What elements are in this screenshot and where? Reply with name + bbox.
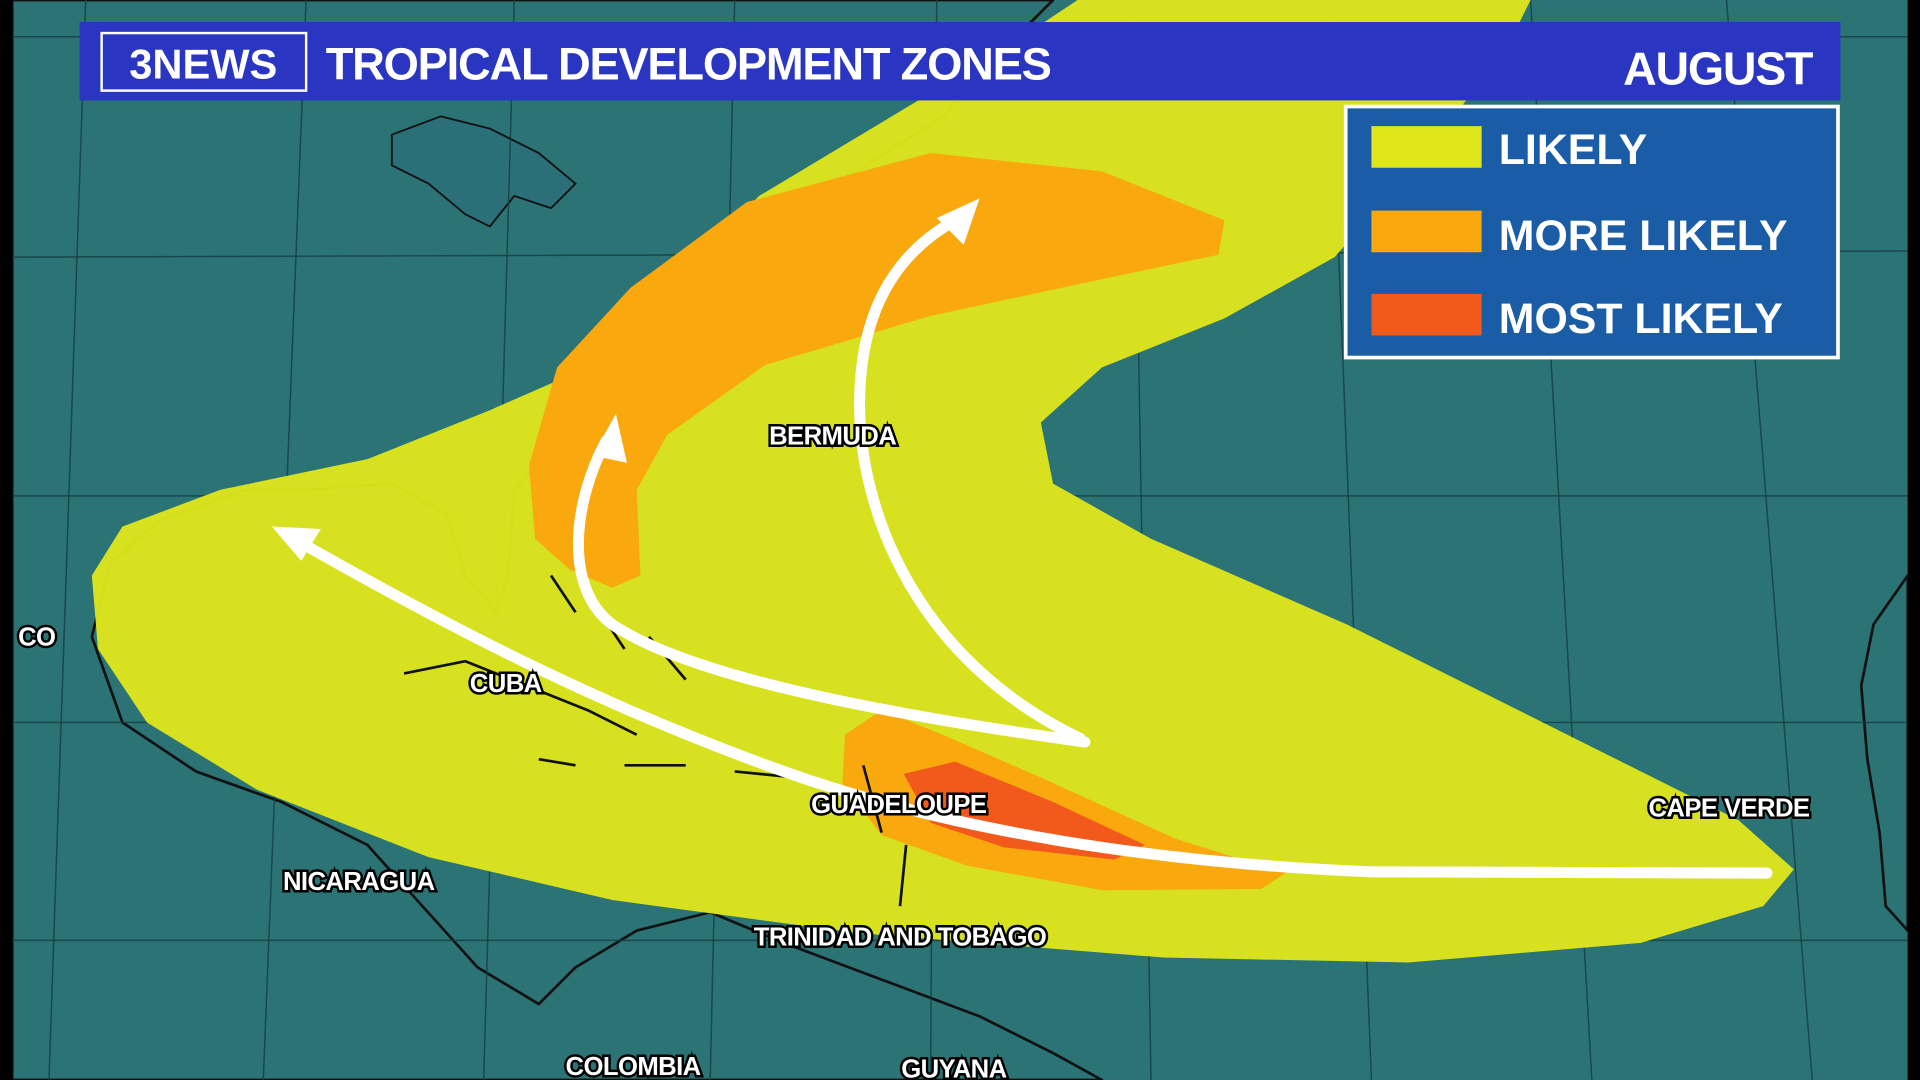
great-lakes	[390, 115, 577, 228]
legend-label-most-likely: MOST LIKELY	[1499, 295, 1783, 343]
legend-swatch-most-likely	[1371, 293, 1482, 336]
station-logo: 3NEWS	[129, 40, 277, 87]
label-mexico-partial: CO	[18, 623, 55, 651]
label-trinidad-and-tobago: TRINIDAD AND TOBAGO	[754, 923, 1047, 951]
land-africa	[1859, 574, 1910, 932]
arrowhead-gulf	[271, 526, 321, 561]
label-cuba: CUBA	[470, 670, 542, 698]
place-labels: BERMUDA CUBA GUADELOUPE CAPE VERDE NICAR…	[16, 420, 1813, 1080]
label-colombia: COLOMBIA	[566, 1053, 701, 1080]
left-border	[0, 0, 13, 1080]
track-cape-verde-to-gulf	[288, 533, 1773, 879]
logo-box	[100, 31, 308, 92]
legend: LIKELY MORE LIKELY MOST LIKELY	[1343, 104, 1840, 360]
legend-label-likely: LIKELY	[1499, 126, 1647, 174]
legend-label-more-likely: MORE LIKELY	[1499, 212, 1788, 260]
legend-swatch-likely	[1371, 126, 1482, 168]
arrowhead-east-coast	[592, 413, 627, 463]
track-to-east-coast	[572, 435, 1091, 748]
header-bar: 3NEWS TROPICAL DEVELOPMENT ZONES AUGUST	[79, 22, 1841, 101]
label-guyana: GUYANA	[901, 1056, 1006, 1080]
zone-more-likely-south	[842, 710, 1286, 891]
label-guadeloupe: GUADELOUPE	[811, 791, 987, 819]
label-nicaragua: NICARAGUA	[283, 868, 435, 896]
label-bermuda: BERMUDA	[769, 422, 896, 450]
zone-more-likely-north	[528, 153, 1225, 588]
right-border	[1907, 0, 1920, 1080]
zone-most-likely	[903, 761, 1145, 860]
legend-swatch-more-likely	[1371, 210, 1482, 253]
month-label: AUGUST	[1623, 42, 1813, 94]
zone-likely	[91, 0, 1794, 963]
label-cape-verde: CAPE VERDE	[1648, 795, 1809, 823]
storm-track-arrows	[271, 198, 1773, 879]
arrowhead-north	[936, 198, 980, 245]
track-recurve-north	[854, 214, 1086, 744]
page-title: TROPICAL DEVELOPMENT ZONES	[326, 39, 1051, 90]
